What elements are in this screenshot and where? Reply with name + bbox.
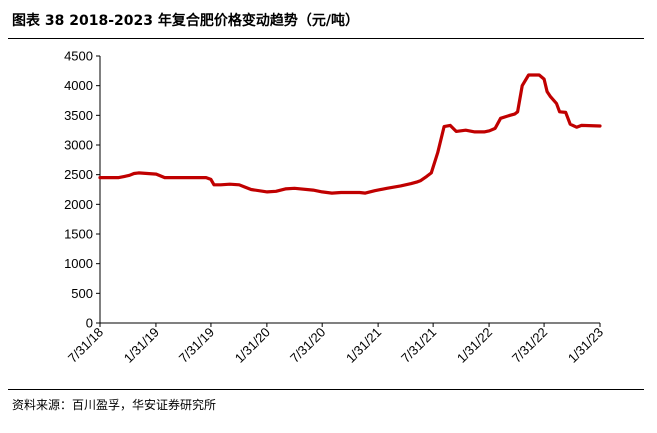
y-tick-label: 2500	[64, 167, 93, 182]
x-tick-label: 7/31/22	[509, 325, 550, 366]
x-tick-label: 1/31/19	[121, 325, 162, 366]
x-axis-ticks: 7/31/18 1/31/19 7/31/19 1/31/20 7/31/20 1/31/…	[65, 323, 606, 366]
top-divider	[8, 38, 644, 39]
price-series-line	[98, 73, 602, 195]
y-tick-label: 4000	[64, 78, 93, 93]
x-tick-label: 1/31/20	[232, 325, 273, 366]
x-tick-label: 1/31/21	[343, 325, 384, 366]
y-tick-label: 500	[71, 286, 93, 301]
x-tick-label: 1/31/23	[565, 325, 606, 366]
chart-title: 图表 38 2018-2023 年复合肥价格变动趋势（元/吨）	[12, 13, 359, 29]
chart-axes	[99, 56, 600, 324]
source-note: 资料来源：百川盈孚，华安证券研究所	[12, 398, 217, 412]
y-tick-label: 3500	[64, 108, 93, 123]
x-tick-label: 7/31/20	[287, 325, 328, 366]
x-tick-label: 1/31/22	[454, 325, 495, 366]
x-tick-label: 7/31/19	[176, 325, 217, 366]
x-tick-label: 7/31/21	[398, 325, 439, 366]
y-tick-label: 0	[86, 316, 93, 331]
plot-area	[98, 73, 602, 195]
y-tick-label: 4500	[64, 49, 93, 64]
y-tick-label: 2000	[64, 197, 93, 212]
y-tick-label: 1000	[64, 256, 93, 271]
bottom-divider	[8, 389, 644, 390]
x-tick-label: 7/31/18	[65, 325, 106, 366]
y-axis-ticks: 0 500 1000 1500 2000 2500 3000 3500 4000 4500	[64, 49, 100, 331]
y-tick-label: 3000	[64, 138, 93, 153]
y-tick-label: 1500	[64, 227, 93, 242]
